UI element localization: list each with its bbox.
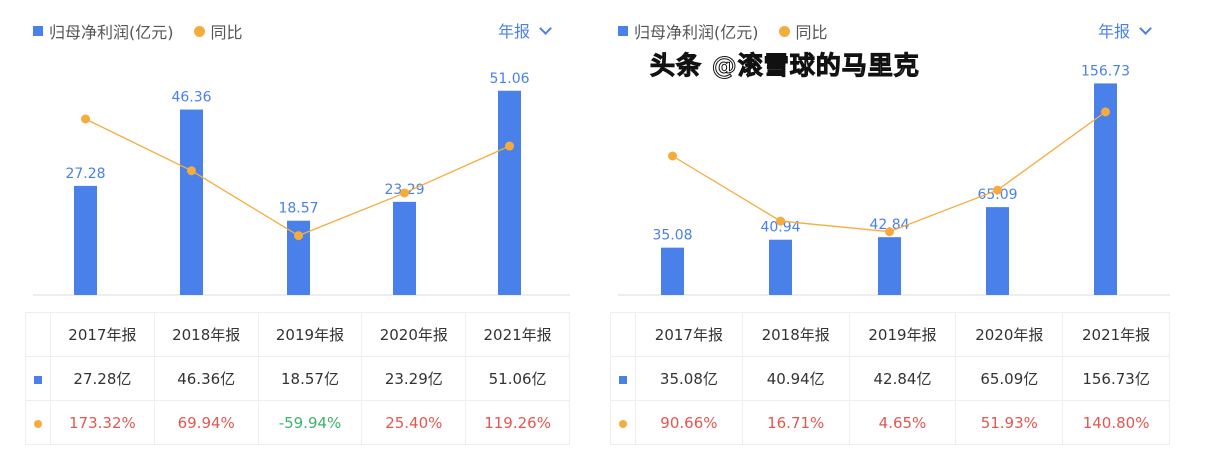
- bar[interactable]: [769, 239, 792, 295]
- profit-cell: 51.06亿: [465, 356, 570, 401]
- table-row: 35.08亿 40.94亿 42.84亿 65.09亿 156.73亿: [610, 356, 1170, 401]
- year-header: 2019年报: [848, 312, 957, 357]
- yoy-cell: 119.26%: [465, 400, 570, 445]
- bar-value-label: 51.06: [489, 71, 529, 87]
- yoy-cell: 25.40%: [361, 400, 467, 445]
- profit-cell: 18.57亿: [257, 356, 363, 401]
- bar[interactable]: [661, 247, 684, 295]
- legend-line-label: 同比: [210, 23, 243, 42]
- bar-legend-icon: [618, 26, 628, 36]
- bar-value-label: 40.94: [760, 220, 800, 236]
- table-row: 27.28亿 46.36亿 18.57亿 23.29亿 51.06亿: [25, 356, 570, 401]
- period-dropdown[interactable]: 年报: [1098, 18, 1152, 42]
- yoy-point[interactable]: [1101, 107, 1110, 117]
- table-header-row: 2017年报 2018年报 2019年报 2020年报 2021年报: [25, 312, 570, 357]
- bar-value-label: 35.08: [652, 228, 692, 244]
- yoy-cell: 16.71%: [741, 400, 850, 445]
- yoy-cell: 4.65%: [848, 400, 957, 445]
- legend-line-label: 同比: [795, 23, 828, 42]
- yoy-point[interactable]: [187, 166, 196, 176]
- bar[interactable]: [74, 185, 97, 295]
- yoy-point[interactable]: [993, 185, 1002, 195]
- yoy-cell: -59.94%: [257, 400, 363, 445]
- bar[interactable]: [498, 90, 521, 295]
- bar[interactable]: [180, 109, 203, 295]
- bar-value-label: 42.84: [869, 217, 909, 233]
- bar-series-icon: [619, 375, 627, 384]
- legend-bar-label: 归母净利润(亿元): [634, 23, 759, 42]
- line-legend-icon: [193, 25, 205, 37]
- profit-cell: 23.29亿: [361, 356, 467, 401]
- bar-value-label: 18.57: [278, 201, 318, 217]
- bar-value-label: 46.36: [171, 90, 211, 106]
- watermark: 头条 @滚雪球的马里克: [650, 51, 920, 81]
- table-row: 90.66% 16.71% 4.65% 51.93% 140.80%: [610, 400, 1170, 445]
- yoy-point[interactable]: [505, 141, 514, 151]
- year-header: 2020年报: [955, 312, 1064, 357]
- yoy-cell: 51.93%: [955, 400, 1064, 445]
- yoy-cell: 69.94%: [153, 400, 259, 445]
- profit-cell: 35.08亿: [635, 356, 743, 401]
- bar[interactable]: [1094, 83, 1117, 296]
- bar-value-label: 65.09: [977, 187, 1017, 203]
- year-header: 2020年报: [361, 312, 467, 357]
- data-table: 2017年报 2018年报 2019年报 2020年报 2021年报 35.08亿 40.9…: [610, 312, 1170, 445]
- profit-cell: 65.09亿: [955, 356, 1064, 401]
- yoy-point[interactable]: [885, 227, 894, 237]
- data-table: 2017年报 2018年报 2019年报 2020年报 2021年报 27.28亿 46.3…: [25, 312, 570, 445]
- bar-legend-icon: [33, 26, 43, 36]
- year-header: 2017年报: [50, 312, 155, 357]
- yoy-point[interactable]: [776, 216, 785, 226]
- line-series-icon: [34, 419, 42, 428]
- legend: 归母净利润(亿元) 同比: [33, 19, 243, 43]
- profit-cell: 42.84亿: [848, 356, 957, 401]
- header-corner: [25, 312, 51, 357]
- bar[interactable]: [287, 220, 310, 295]
- yoy-cell: 90.66%: [635, 400, 743, 445]
- line-series-icon: [619, 419, 627, 428]
- year-header: 2021年报: [1062, 312, 1170, 357]
- legend-bar-label: 归母净利润(亿元): [49, 23, 174, 42]
- yoy-point[interactable]: [668, 151, 677, 161]
- yoy-point[interactable]: [294, 231, 303, 241]
- profit-cell: 27.28亿: [50, 356, 155, 401]
- header-corner: [610, 312, 636, 357]
- period-dropdown[interactable]: 年报: [498, 18, 552, 42]
- profit-cell: 46.36亿: [153, 356, 259, 401]
- bar[interactable]: [393, 201, 416, 295]
- bar-value-label: 27.28: [65, 166, 105, 182]
- period-label: 年报: [498, 22, 531, 41]
- year-header: 2021年报: [465, 312, 570, 357]
- yoy-line: [672, 111, 1106, 233]
- row-icon-cell: [25, 400, 51, 445]
- yoy-cell: 140.80%: [1062, 400, 1170, 445]
- row-icon-cell: [610, 356, 636, 401]
- yoy-point[interactable]: [81, 114, 90, 124]
- legend: 归母净利润(亿元) 同比: [618, 19, 828, 43]
- chart-2: 35.08 40.94 42.84 65.09 156.73: [618, 63, 1170, 296]
- year-header: 2017年报: [635, 312, 743, 357]
- bar-series-icon: [34, 375, 42, 384]
- line-legend-icon: [778, 25, 790, 37]
- year-header: 2018年报: [741, 312, 850, 357]
- table-header-row: 2017年报 2018年报 2019年报 2020年报 2021年报: [610, 312, 1170, 357]
- row-icon-cell: [610, 400, 636, 445]
- bar[interactable]: [878, 237, 901, 295]
- bar[interactable]: [986, 207, 1009, 295]
- profit-cell: 156.73亿: [1062, 356, 1170, 401]
- bar-value-label: 156.73: [1081, 63, 1130, 79]
- row-icon-cell: [25, 356, 51, 401]
- yoy-cell: 173.32%: [50, 400, 155, 445]
- year-header: 2018年报: [153, 312, 259, 357]
- period-label: 年报: [1098, 22, 1131, 41]
- table-row: 173.32% 69.94% -59.94% 25.40% 119.26%: [25, 400, 570, 445]
- year-header: 2019年报: [257, 312, 363, 357]
- yoy-point[interactable]: [400, 188, 409, 198]
- profit-cell: 40.94亿: [741, 356, 850, 401]
